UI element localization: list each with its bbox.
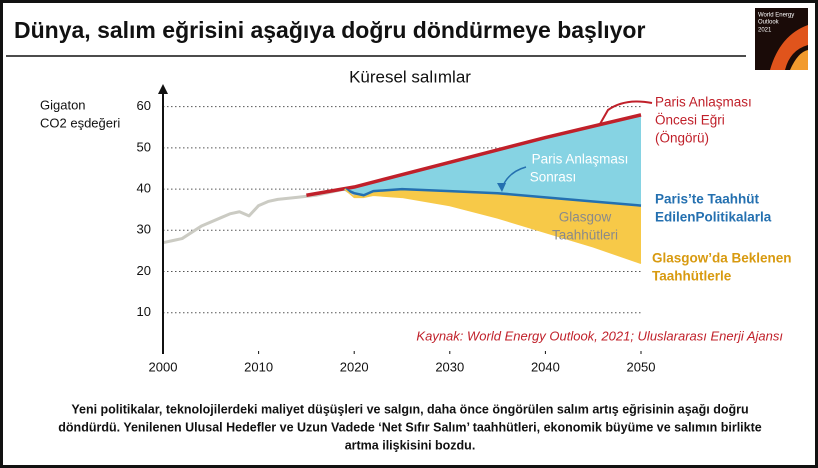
y-tick-label: 20 — [137, 263, 151, 278]
annotation: Paris’te Taahhüt — [655, 192, 760, 207]
chart-title: Küresel salımlar — [349, 67, 471, 86]
annotation: EdilenPolitikalarla — [655, 210, 772, 225]
cover-text: 2021 — [758, 28, 772, 34]
x-tick-label: 2010 — [244, 359, 273, 374]
y-axis-label: CO2 eşdeğeri — [40, 115, 120, 130]
slide: Dünya, salım eğrisini aşağıya doğru dönd… — [0, 0, 818, 468]
y-tick-label: 50 — [137, 139, 151, 154]
x-tick-label: 2020 — [340, 359, 369, 374]
cover-text: Outlook — [758, 20, 780, 26]
y-axis-label: Gigaton — [40, 97, 86, 112]
annotation: Sonrası — [530, 170, 577, 185]
x-tick-label: 2030 — [435, 359, 464, 374]
annotation: Paris Anlaşması — [532, 152, 629, 167]
x-tick-label: 2000 — [149, 359, 178, 374]
footer-text: Yeni politikalar, teknolojilerdeki maliy… — [71, 402, 748, 416]
annotation: Glasgow’da Beklenen — [652, 251, 792, 266]
y-tick-label: 30 — [137, 222, 151, 237]
source-note: Kaynak: World Energy Outlook, 2021; Ulus… — [416, 328, 783, 343]
y-tick-label: 10 — [137, 304, 151, 319]
slide-title: Dünya, salım eğrisini aşağıya doğru dönd… — [14, 17, 645, 43]
footer-text: döndürdü. Yenilenen Ulusal Hedefler ve U… — [58, 420, 761, 434]
cover-text: World Energy — [758, 13, 794, 19]
x-tick-label: 2050 — [627, 359, 656, 374]
x-tick-label: 2040 — [531, 359, 560, 374]
annotation: Glasgow — [559, 210, 612, 225]
annotation: Paris Anlaşması — [655, 95, 752, 110]
cover: World Energy Outlook 2021 — [755, 8, 808, 70]
y-tick-label: 40 — [137, 181, 151, 196]
annotation: Taahhütlerle — [652, 269, 732, 284]
annotation: Taahhütleri — [552, 228, 618, 243]
footer-text: artma ilişkisini bozdu. — [345, 438, 476, 452]
annotation: Öncesi Eğri — [655, 113, 725, 128]
annotation: (Öngörü) — [655, 131, 709, 146]
y-tick-label: 60 — [137, 98, 151, 113]
